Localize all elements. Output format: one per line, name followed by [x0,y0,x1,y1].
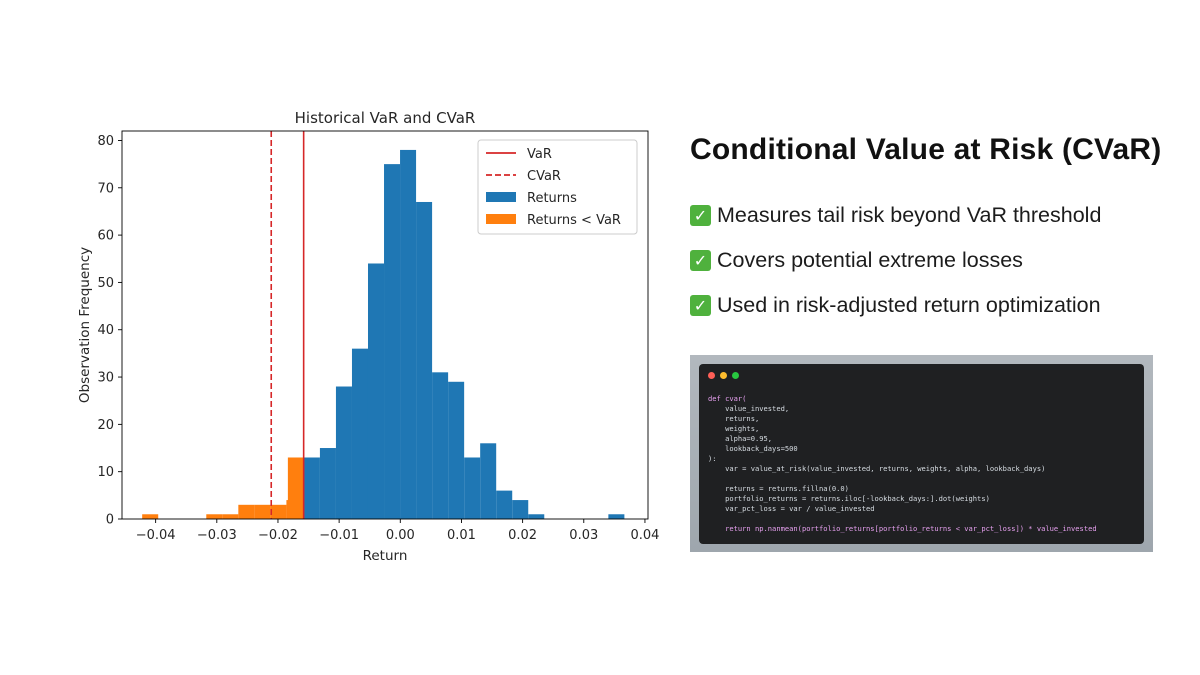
plot-frame [121,130,649,520]
legend-label: CVaR [527,169,561,184]
x-tick-label: −0.04 [136,528,176,543]
returns-bar [400,149,417,520]
code-block: def cvar( value_invested, returns, weigh… [708,394,1097,534]
returns-bar [464,457,481,519]
maximize-dot-icon [732,372,739,379]
code-line: def cvar( [708,394,747,403]
code-line: lookback_days=500 [708,444,798,453]
close-dot-icon [708,372,715,379]
x-tick-label: −0.02 [258,528,298,543]
legend-patch-swatch [486,214,516,224]
code-line: ): [708,454,717,463]
returns-bar [416,201,433,519]
legend-label: VaR [527,147,552,162]
tail-returns-bar [222,514,239,519]
x-tick-label: 0.03 [569,528,598,543]
bullet-item: ✓ Used in risk-adjusted return optimizat… [690,290,1101,320]
code-line: weights, [708,424,760,433]
tail-returns-bar [142,514,159,519]
x-tick-label: 0.04 [630,528,659,543]
returns-bar [303,457,320,519]
code-line [708,514,1097,524]
x-tick-label: 0.00 [386,528,415,543]
page-title: Conditional Value at Risk (CVaR) [690,133,1162,166]
y-tick-label: 60 [97,229,114,244]
y-tick-label: 70 [97,181,114,196]
code-line: value_invested, [708,404,790,413]
y-tick-label: 0 [106,513,114,528]
code-screenshot: def cvar( value_invested, returns, weigh… [690,355,1153,552]
y-tick-label: 80 [97,134,114,149]
x-tick-label: −0.03 [197,528,237,543]
y-axis-label: Observation Frequency [77,247,93,403]
returns-bar [608,514,625,519]
returns-bar [384,164,401,519]
y-tick-label: 40 [97,323,114,338]
code-line: return np.nanmean(portfolio_returns[port… [708,524,1097,533]
returns-bar [351,348,368,519]
bullet-list: ✓ Measures tail risk beyond VaR threshol… [690,200,1101,335]
bullet-text: Measures tail risk beyond VaR threshold [717,202,1102,227]
returns-bar [512,500,529,519]
x-tick-label: 0.01 [447,528,476,543]
code-line: alpha=0.95, [708,434,773,443]
y-tick-label: 20 [97,418,114,433]
bullet-item: ✓ Covers potential extreme losses [690,245,1101,275]
bullet-text: Used in risk-adjusted return optimizatio… [717,292,1101,317]
code-line: var = value_at_risk(value_invested, retu… [708,464,1046,473]
bullet-text: Covers potential extreme losses [717,247,1023,272]
bullet-item: ✓ Measures tail risk beyond VaR threshol… [690,200,1101,230]
tail-returns-bar [238,504,255,519]
window-controls [708,372,739,379]
y-tick-label: 30 [97,371,114,386]
returns-bar [432,372,449,519]
histogram-chart: −0.04 −0.03 −0.02 −0.01 0.00 0.01 0.02 0.03 0.04… [77,109,659,564]
returns-bar [367,263,385,519]
code-line: var_pct_loss = var / value_invested [708,504,875,513]
check-mark-icon: ✓ [690,294,711,316]
legend-label: Returns [527,191,577,206]
tail-returns-bar [287,457,304,519]
returns-bar [528,514,545,519]
code-line [708,474,1097,484]
returns-bar [480,443,497,519]
legend-box [477,139,638,235]
returns-bar [319,448,336,519]
code-line: returns, [708,414,760,423]
minimize-dot-icon [720,372,727,379]
legend-label: Returns < VaR [527,213,621,228]
returns-bar [448,381,465,519]
tail-returns-bar [270,504,287,519]
legend-patch-swatch [486,192,516,202]
chart-title: Historical VaR and CVaR [295,109,476,127]
code-window: def cvar( value_invested, returns, weigh… [699,364,1144,544]
check-mark-icon: ✓ [690,249,711,271]
tail-returns-bar [254,504,271,519]
returns-bar [496,490,513,519]
code-line: portfolio_returns = returns.iloc[-lookba… [708,494,990,503]
y-tick-label: 10 [97,465,114,480]
x-tick-label: 0.02 [508,528,537,543]
code-line: returns = returns.fillna(0.0) [708,484,849,493]
x-tick-label: −0.01 [319,528,359,543]
returns-bar [335,386,352,519]
check-mark-icon: ✓ [690,204,711,226]
x-axis-label: Return [363,548,408,564]
y-tick-label: 50 [97,276,114,291]
tail-returns-bar [206,514,223,519]
